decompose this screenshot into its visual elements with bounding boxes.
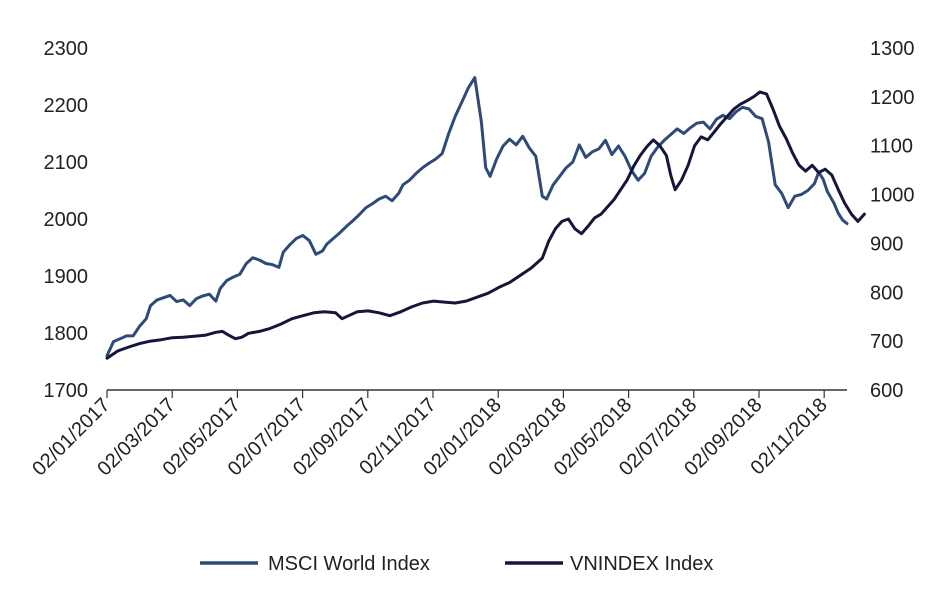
y-left-tick-label: 2000	[44, 209, 89, 231]
series-line-msci-world	[105, 76, 849, 358]
legend-label: MSCI World Index	[268, 553, 430, 575]
y-axis-right: 1300 1200 1100 1000 900 800 700 600	[870, 38, 915, 402]
series-line-vnindex	[105, 90, 866, 360]
y-right-tick-label: 600	[870, 380, 903, 402]
y-right-tick-label: 800	[870, 282, 903, 304]
series-layer	[105, 76, 866, 360]
y-left-tick-label: 2200	[44, 95, 89, 117]
x-axis: 02/01/201702/03/201702/05/201702/07/2017…	[28, 390, 832, 480]
y-right-tick-label: 1000	[870, 185, 915, 207]
y-right-tick-label: 1300	[870, 38, 915, 60]
y-right-tick-label: 700	[870, 331, 903, 353]
y-left-tick-label: 2100	[44, 152, 89, 174]
legend: MSCI World Index VNINDEX Index	[200, 553, 713, 575]
y-left-tick-label: 1900	[44, 266, 89, 288]
y-left-tick-label: 1800	[44, 323, 89, 345]
y-right-tick-label: 1200	[870, 87, 915, 109]
y-left-tick-label: 1700	[44, 380, 89, 402]
y-left-tick-label: 2300	[44, 38, 89, 60]
legend-label: VNINDEX Index	[570, 553, 713, 575]
y-right-tick-label: 1100	[870, 136, 913, 158]
y-axis-left: 2300 2200 2100 2000 1900 1800 1700	[44, 38, 89, 402]
y-right-tick-label: 900	[870, 233, 903, 255]
